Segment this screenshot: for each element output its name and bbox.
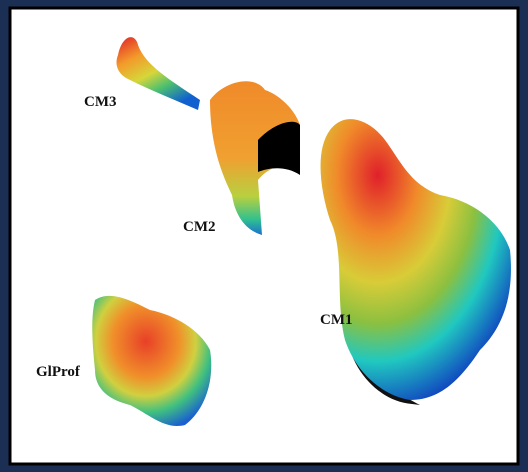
cm1-shape <box>320 119 511 400</box>
label: CM3 <box>84 94 117 110</box>
glprof-shape <box>92 295 212 426</box>
label: GlProf <box>36 364 81 380</box>
cm3-shape <box>116 37 200 110</box>
label: CM1 <box>320 312 353 328</box>
label: CM2 <box>183 219 216 235</box>
cm2-shadow <box>258 121 300 175</box>
cm2-shape <box>210 81 300 235</box>
